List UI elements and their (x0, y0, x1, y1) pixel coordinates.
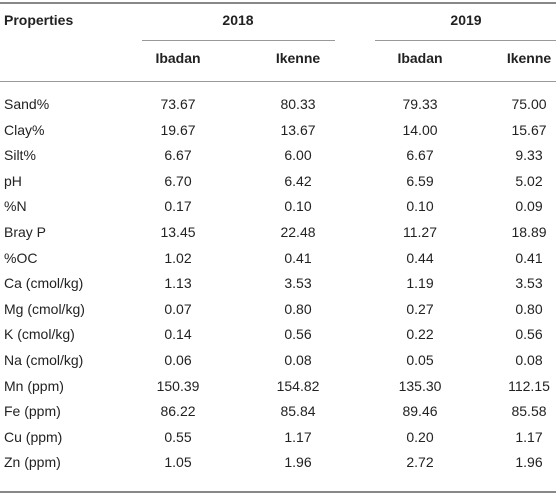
row-label: %OC (4, 249, 38, 266)
cell-value: 75.00 (511, 96, 547, 112)
cell-value: 9.33 (515, 147, 543, 164)
row-label: Sand% (4, 96, 50, 112)
cell-value: 3.53 (515, 275, 543, 292)
cell-value: 0.07 (164, 300, 192, 317)
cell-value: 0.41 (284, 249, 312, 266)
row-label: Mg (cmol/kg) (4, 300, 85, 317)
cell-value: 0.55 (164, 428, 192, 445)
cell-value: 1.05 (164, 454, 192, 471)
cell-value: 112.15 (508, 377, 550, 394)
cell-value: 0.10 (284, 198, 312, 215)
cell-value: 6.67 (164, 147, 192, 164)
cell-value: 0.06 (164, 352, 192, 368)
cell-value: 150.39 (156, 377, 200, 394)
cell-value: 1.96 (284, 454, 312, 471)
column-header: Ikenne (506, 50, 552, 66)
cell-value: 0.14 (164, 326, 192, 343)
cell-value: 0.08 (284, 352, 312, 368)
cell-value: 1.19 (406, 275, 434, 292)
group-header: 2019 (450, 12, 482, 28)
column-header: Ibadan (155, 50, 201, 66)
row-label: Mn (ppm) (4, 377, 64, 394)
cell-value: 19.67 (160, 121, 196, 138)
cell-value: 154.82 (276, 377, 320, 394)
header-rule (0, 81, 556, 82)
cell-value: 1.17 (284, 428, 312, 445)
cell-value: 0.41 (515, 249, 543, 266)
cell-value: 22.48 (280, 224, 316, 240)
cell-value: 80.33 (280, 96, 316, 112)
cell-value: 86.22 (160, 403, 196, 420)
cell-value: 0.09 (515, 198, 543, 215)
group-header: 2018 (222, 12, 254, 28)
top-rule (0, 2, 556, 4)
row-label: Ca (cmol/kg) (4, 275, 84, 292)
row-label: pH (4, 172, 22, 189)
cell-value: 15.67 (511, 121, 547, 138)
cell-value: 0.80 (515, 300, 543, 317)
row-label: Bray P (4, 224, 47, 240)
cell-value: 6.67 (406, 147, 434, 164)
row-label: %N (4, 198, 27, 215)
column-header: Ikenne (275, 50, 321, 66)
cell-value: 0.05 (406, 352, 434, 368)
bottom-rule (0, 491, 556, 493)
cell-value: 0.27 (406, 300, 434, 317)
cell-value: 6.00 (284, 147, 312, 164)
row-label: Zn (ppm) (4, 454, 61, 471)
cell-value: 0.22 (406, 326, 434, 343)
cell-value: 18.89 (511, 224, 547, 240)
cell-value: 1.96 (515, 454, 543, 471)
cell-value: 73.67 (160, 96, 196, 112)
cell-value: 1.13 (164, 275, 192, 292)
row-label: Na (cmol/kg) (4, 352, 84, 368)
row-label: Clay% (4, 121, 45, 138)
cell-value: 13.45 (160, 224, 196, 240)
cell-value: 0.08 (515, 352, 543, 368)
row-label: Cu (ppm) (4, 428, 63, 445)
group-rule (375, 40, 556, 41)
cell-value: 0.56 (284, 326, 312, 343)
cell-value: 0.10 (406, 198, 434, 215)
cell-value: 135.30 (398, 377, 442, 394)
cell-value: 6.59 (406, 172, 434, 189)
cell-value: 0.17 (164, 198, 192, 215)
cell-value: 1.02 (164, 249, 192, 266)
row-label: K (cmol/kg) (4, 326, 75, 343)
cell-value: 6.70 (164, 172, 192, 189)
cell-value: 85.58 (511, 403, 547, 420)
header-label: Properties (4, 12, 74, 28)
cell-value: 0.20 (406, 428, 434, 445)
cell-value: 11.27 (403, 224, 437, 240)
cell-value: 0.44 (406, 249, 434, 266)
cell-value: 79.33 (402, 96, 438, 112)
cell-value: 85.84 (280, 403, 316, 420)
row-label: Fe (ppm) (4, 403, 61, 420)
row-label: Silt% (4, 147, 36, 164)
cell-value: 6.42 (284, 172, 312, 189)
cell-value: 5.02 (515, 172, 543, 189)
cell-value: 0.80 (284, 300, 312, 317)
column-header: Ibadan (397, 50, 443, 66)
cell-value: 1.17 (515, 428, 543, 445)
cell-value: 0.56 (515, 326, 543, 343)
cell-value: 2.72 (406, 454, 434, 471)
cell-value: 3.53 (284, 275, 312, 292)
cell-value: 13.67 (280, 121, 316, 138)
cell-value: 14.00 (402, 121, 438, 138)
group-rule (142, 40, 335, 41)
cell-value: 89.46 (402, 403, 438, 420)
